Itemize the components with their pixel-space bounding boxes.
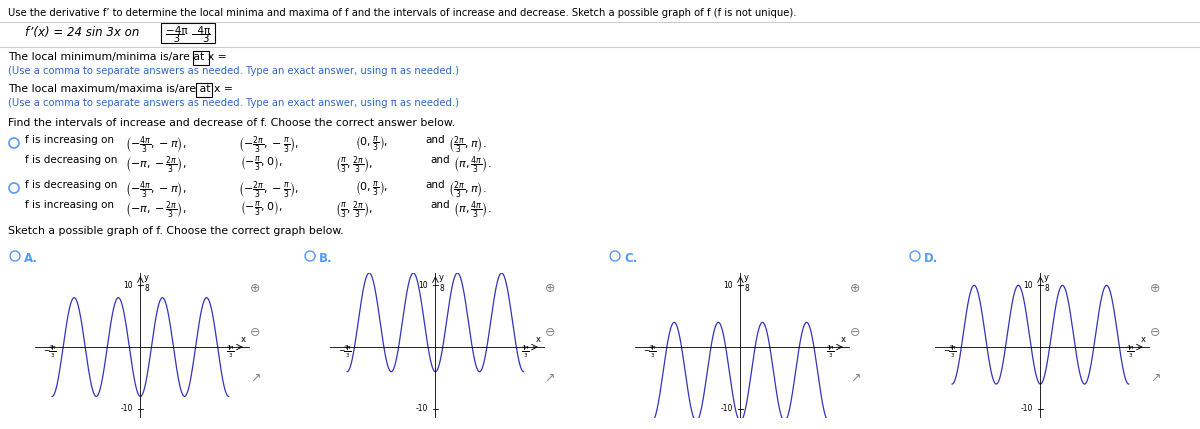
Text: 10: 10 xyxy=(419,281,428,290)
Text: Use the derivative f’ to determine the local minima and maxima of f and the inte: Use the derivative f’ to determine the l… xyxy=(8,8,797,18)
Text: ⊕: ⊕ xyxy=(545,281,556,294)
Text: -10: -10 xyxy=(721,404,733,413)
Circle shape xyxy=(910,251,920,261)
Circle shape xyxy=(10,183,19,193)
Text: Sketch a possible graph of f. Choose the correct graph below.: Sketch a possible graph of f. Choose the… xyxy=(8,226,343,236)
Text: $\frac{4\pi}{3}$: $\frac{4\pi}{3}$ xyxy=(827,344,835,360)
Text: 3       3: 3 3 xyxy=(167,34,209,44)
Text: x: x xyxy=(241,335,246,344)
Text: -10: -10 xyxy=(415,404,428,413)
Text: -10: -10 xyxy=(121,404,133,413)
Text: $\left(-\frac{2\pi}{3}, -\frac{\pi}{3}\right),$: $\left(-\frac{2\pi}{3}, -\frac{\pi}{3}\r… xyxy=(238,135,299,156)
FancyBboxPatch shape xyxy=(161,23,215,43)
Text: B.: B. xyxy=(319,252,332,265)
Text: $\left(-\frac{\pi}{3}, 0\right),$: $\left(-\frac{\pi}{3}, 0\right),$ xyxy=(240,155,283,173)
Text: y: y xyxy=(439,273,444,282)
Text: ↗: ↗ xyxy=(250,372,260,384)
Text: $\left(-\frac{\pi}{3}, 0\right),$: $\left(-\frac{\pi}{3}, 0\right),$ xyxy=(240,200,283,218)
Text: $\left(\frac{\pi}{3}, \frac{2\pi}{3}\right),$: $\left(\frac{\pi}{3}, \frac{2\pi}{3}\rig… xyxy=(335,200,373,221)
FancyBboxPatch shape xyxy=(193,51,209,65)
Text: ⊕: ⊕ xyxy=(1150,281,1160,294)
Text: $\left(\pi, \frac{4\pi}{3}\right).$: $\left(\pi, \frac{4\pi}{3}\right).$ xyxy=(454,200,492,221)
Text: The local maximum/maxima is/are at x =: The local maximum/maxima is/are at x = xyxy=(8,84,233,94)
Text: y: y xyxy=(1044,273,1049,282)
Text: $\frac{4\pi}{3}$: $\frac{4\pi}{3}$ xyxy=(522,344,530,360)
Text: f’(x) = 24 sin 3x on: f’(x) = 24 sin 3x on xyxy=(25,26,139,39)
Text: $\frac{4\pi}{3}$: $\frac{4\pi}{3}$ xyxy=(227,344,235,360)
Text: $\left(0, \frac{\pi}{3}\right),$: $\left(0, \frac{\pi}{3}\right),$ xyxy=(355,180,389,198)
Text: $\left(-\frac{4\pi}{3}, -\pi\right),$: $\left(-\frac{4\pi}{3}, -\pi\right),$ xyxy=(125,180,187,201)
Text: ⊖: ⊖ xyxy=(250,326,260,339)
Text: $\left(\frac{2\pi}{3}, \pi\right).$: $\left(\frac{2\pi}{3}, \pi\right).$ xyxy=(448,180,487,201)
Text: ⊕: ⊕ xyxy=(850,281,860,294)
Text: f is decreasing on: f is decreasing on xyxy=(25,180,118,190)
Text: x: x xyxy=(536,335,541,344)
Text: and: and xyxy=(430,155,450,165)
Text: 8: 8 xyxy=(1044,284,1049,293)
Text: A.: A. xyxy=(24,252,38,265)
FancyBboxPatch shape xyxy=(196,83,212,97)
Circle shape xyxy=(610,251,620,261)
Text: 10: 10 xyxy=(724,281,733,290)
Text: f is increasing on: f is increasing on xyxy=(25,200,114,210)
Text: y: y xyxy=(144,273,149,282)
Text: $\left(0, \frac{\pi}{3}\right),$: $\left(0, \frac{\pi}{3}\right),$ xyxy=(355,135,389,153)
Text: $-\!\frac{4\pi}{3}$: $-\!\frac{4\pi}{3}$ xyxy=(643,344,656,360)
Text: $\left(\frac{2\pi}{3}, \pi\right).$: $\left(\frac{2\pi}{3}, \pi\right).$ xyxy=(448,135,487,156)
Text: $\left(\pi, \frac{4\pi}{3}\right).$: $\left(\pi, \frac{4\pi}{3}\right).$ xyxy=(454,155,492,176)
Text: ⊖: ⊖ xyxy=(1150,326,1160,339)
Text: ↗: ↗ xyxy=(545,372,556,384)
Text: and: and xyxy=(425,180,445,190)
Text: 8: 8 xyxy=(144,284,149,293)
Text: C.: C. xyxy=(624,252,637,265)
Text: D.: D. xyxy=(924,252,938,265)
Text: 8: 8 xyxy=(439,284,444,293)
Text: ↗: ↗ xyxy=(850,372,860,384)
Text: $\left(-\pi, -\frac{2\pi}{3}\right),$: $\left(-\pi, -\frac{2\pi}{3}\right),$ xyxy=(125,200,187,221)
Text: and: and xyxy=(430,200,450,210)
Text: $-\!\frac{4\pi}{3}$: $-\!\frac{4\pi}{3}$ xyxy=(338,344,352,360)
Text: $\frac{4\pi}{3}$: $\frac{4\pi}{3}$ xyxy=(1127,344,1135,360)
Text: −4π   4π: −4π 4π xyxy=(166,26,210,36)
Text: f is decreasing on: f is decreasing on xyxy=(25,155,118,165)
Circle shape xyxy=(10,138,19,148)
Text: -10: -10 xyxy=(1021,404,1033,413)
Text: $\left(\frac{\pi}{3}, \frac{2\pi}{3}\right),$: $\left(\frac{\pi}{3}, \frac{2\pi}{3}\rig… xyxy=(335,155,373,176)
Text: $\left(-\frac{4\pi}{3}, -\pi\right),$: $\left(-\frac{4\pi}{3}, -\pi\right),$ xyxy=(125,135,187,156)
Text: $-\!\frac{4\pi}{3}$: $-\!\frac{4\pi}{3}$ xyxy=(943,344,956,360)
Text: and: and xyxy=(425,135,445,145)
Text: f is increasing on: f is increasing on xyxy=(25,135,114,145)
Text: Find the intervals of increase and decrease of f. Choose the correct answer belo: Find the intervals of increase and decre… xyxy=(8,118,455,128)
Text: 8: 8 xyxy=(744,284,749,293)
Text: $\left(-\frac{2\pi}{3}, -\frac{\pi}{3}\right),$: $\left(-\frac{2\pi}{3}, -\frac{\pi}{3}\r… xyxy=(238,180,299,201)
Text: x: x xyxy=(841,335,846,344)
Text: $\left(-\pi, -\frac{2\pi}{3}\right),$: $\left(-\pi, -\frac{2\pi}{3}\right),$ xyxy=(125,155,187,176)
Text: The local minimum/minima is/are at x =: The local minimum/minima is/are at x = xyxy=(8,52,227,62)
Text: 10: 10 xyxy=(1024,281,1033,290)
Circle shape xyxy=(305,251,314,261)
Text: ↗: ↗ xyxy=(1150,372,1160,384)
Text: ⊕: ⊕ xyxy=(250,281,260,294)
Circle shape xyxy=(10,251,20,261)
Text: y: y xyxy=(744,273,749,282)
Text: (Use a comma to separate answers as needed. Type an exact answer, using π as nee: (Use a comma to separate answers as need… xyxy=(8,66,458,76)
Text: 10: 10 xyxy=(124,281,133,290)
Text: ⊖: ⊖ xyxy=(545,326,556,339)
Text: (Use a comma to separate answers as needed. Type an exact answer, using π as nee: (Use a comma to separate answers as need… xyxy=(8,98,458,108)
Text: x: x xyxy=(1141,335,1146,344)
Text: $-\!\frac{4\pi}{3}$: $-\!\frac{4\pi}{3}$ xyxy=(43,344,56,360)
Text: ⊖: ⊖ xyxy=(850,326,860,339)
